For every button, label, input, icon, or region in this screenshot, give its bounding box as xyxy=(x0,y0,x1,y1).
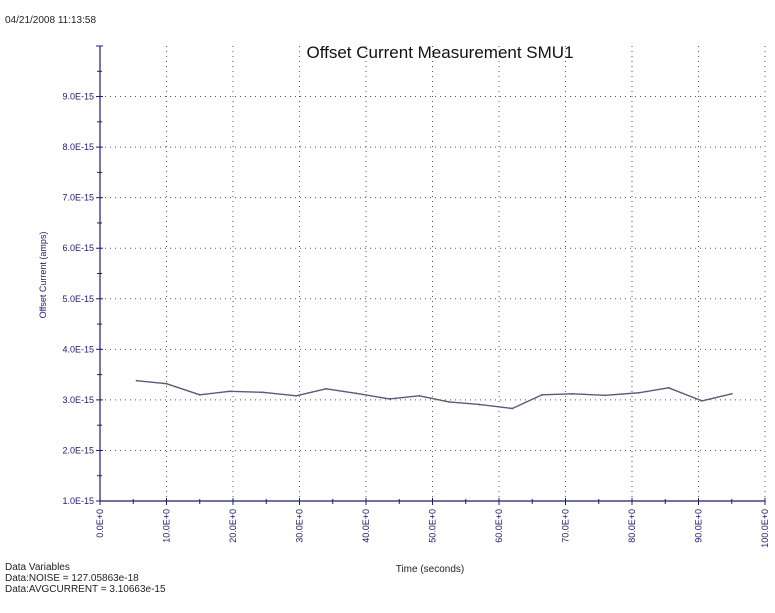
data-point xyxy=(295,394,298,397)
data-variables-heading: Data Variables xyxy=(5,562,70,573)
data-point xyxy=(418,394,421,397)
series-line xyxy=(136,380,732,410)
x-tick-label: 50.0E+0 xyxy=(428,509,438,543)
y-axis-label: Offset Current (amps) xyxy=(38,232,48,319)
data-point xyxy=(730,392,733,395)
y-tick-label: 3.0E-15 xyxy=(62,395,94,405)
data-variables-panel: Data Variables Data:NOISE = 127.05863e-1… xyxy=(5,562,166,595)
data-point xyxy=(165,382,168,385)
data-point xyxy=(198,393,201,396)
y-tick-label: 2.0E-15 xyxy=(62,445,94,455)
data-point xyxy=(637,391,640,394)
data-point xyxy=(325,387,327,390)
x-tick-label: 80.0E+0 xyxy=(627,509,637,543)
y-tick-label: 1.0E-15 xyxy=(62,496,94,506)
avg-current-value: Data:AVGCURRENT = 3.10663e-15 xyxy=(5,584,166,595)
series-layer xyxy=(135,379,733,410)
x-tick-label: 30.0E+0 xyxy=(295,509,305,543)
y-tick-label: 6.0E-15 xyxy=(62,243,94,253)
x-tick-label: 70.0E+0 xyxy=(561,509,571,543)
noise-value: Data:NOISE = 127.05863e-18 xyxy=(5,573,139,584)
data-point xyxy=(700,400,703,402)
data-point xyxy=(355,392,357,395)
y-tick-label: 9.0E-15 xyxy=(62,92,94,102)
x-tick-label: 0.0E+0 xyxy=(95,509,105,538)
x-tick-label: 20.0E+0 xyxy=(228,509,238,543)
y-tick-label: 4.0E-15 xyxy=(62,344,94,354)
data-point xyxy=(511,407,514,410)
data-point xyxy=(228,390,231,393)
data-point xyxy=(667,386,670,389)
x-tick-label: 40.0E+0 xyxy=(361,509,371,543)
data-point xyxy=(448,401,451,403)
x-tick-label: 100.0E+0 xyxy=(760,509,770,548)
ticks: 1.0E-15 2.0E-15 3.0E-15 4.0E-15 5.0E-15 6.0E-… xyxy=(62,45,770,548)
data-point xyxy=(571,392,574,395)
x-tick-label: 60.0E+0 xyxy=(494,509,504,543)
x-axis-label: Time (seconds) xyxy=(396,564,465,575)
axes xyxy=(99,46,765,502)
chart-title: Offset Current Measurement SMU1 xyxy=(306,43,573,62)
x-tick-label: 10.0E+0 xyxy=(162,509,172,543)
data-point xyxy=(478,403,480,406)
data-point xyxy=(262,391,264,394)
y-tick-label: 5.0E-15 xyxy=(62,294,94,304)
data-point xyxy=(135,379,138,382)
timestamp: 04/21/2008 11:13:58 xyxy=(5,15,97,26)
x-tick-label: 90.0E+0 xyxy=(694,509,704,543)
y-tick-label: 8.0E-15 xyxy=(62,142,94,152)
y-tick-label: 7.0E-15 xyxy=(62,193,94,203)
data-point xyxy=(604,394,607,397)
grid xyxy=(100,46,766,501)
data-point xyxy=(541,393,544,396)
data-point xyxy=(388,397,391,400)
